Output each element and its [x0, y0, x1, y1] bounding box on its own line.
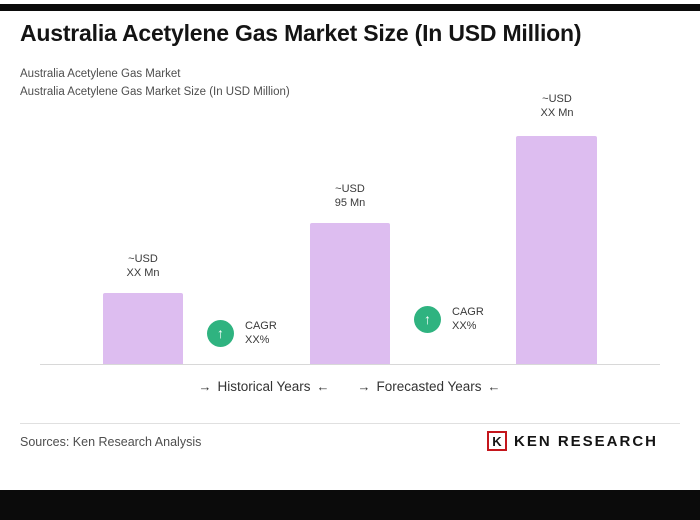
- chart-subtitle-line2: Australia Acetylene Gas Market Size (In …: [20, 86, 290, 98]
- sources-text: Sources: Ken Research Analysis: [20, 435, 202, 449]
- historical-years-label: → Historical Years ←: [179, 379, 349, 394]
- axis-group-text: Historical Years: [217, 379, 311, 394]
- cagr-label: CAGR: [452, 306, 484, 318]
- cagr-badge-text: CAGR XX%: [245, 319, 277, 347]
- ken-research-logo-icon: K: [487, 431, 507, 451]
- top-accent-bar: [0, 4, 700, 11]
- bar-value-label-line1: ~USD: [335, 183, 365, 195]
- cagr-value: XX%: [245, 334, 270, 346]
- bar-historical-start: [103, 293, 183, 365]
- growth-up-arrow-icon: ↑: [207, 319, 234, 347]
- bar-value-label: ~USD XX Mn: [517, 92, 597, 120]
- bar-forecast-year: [516, 136, 597, 365]
- bottom-accent-bar: [0, 490, 700, 520]
- left-arrow-icon: ←: [487, 379, 501, 394]
- x-axis-line: [40, 364, 660, 365]
- chart-subtitle-line1: Australia Acetylene Gas Market: [20, 68, 181, 80]
- cagr-badge-text: CAGR XX%: [452, 305, 484, 333]
- footer-divider: [20, 423, 680, 424]
- bar-value-label-line2: XX Mn: [126, 267, 160, 279]
- bar-value-label: ~USD XX Mn: [103, 252, 183, 280]
- forecasted-years-label: → Forecasted Years ←: [344, 379, 514, 394]
- bar-value-label-line1: ~USD: [128, 253, 158, 265]
- bar-value-label-line2: 95 Mn: [334, 197, 366, 209]
- bar-value-label: ~USD 95 Mn: [310, 182, 390, 210]
- axis-group-text: Forecasted Years: [376, 379, 482, 394]
- bar-value-label-line2: XX Mn: [540, 107, 574, 119]
- bar-value-label-line1: ~USD: [542, 93, 572, 105]
- cagr-badge-forecast: ↑ CAGR XX%: [414, 305, 484, 333]
- cagr-label: CAGR: [245, 320, 277, 332]
- growth-up-arrow-icon: ↑: [414, 305, 441, 333]
- right-arrow-icon: →: [198, 379, 212, 394]
- right-arrow-icon: →: [357, 379, 371, 394]
- up-arrow-glyph: ↑: [424, 311, 431, 327]
- cagr-value: XX%: [452, 320, 477, 332]
- bar-current-year: [310, 223, 390, 365]
- ken-research-logo-text: KEN RESEARCH: [514, 432, 659, 450]
- page-title: Australia Acetylene Gas Market Size (In …: [20, 20, 582, 46]
- left-arrow-icon: ←: [316, 379, 330, 394]
- cagr-badge-historical: ↑ CAGR XX%: [207, 319, 277, 347]
- ken-research-logo: K KEN RESEARCH: [487, 431, 658, 451]
- up-arrow-glyph: ↑: [217, 325, 224, 341]
